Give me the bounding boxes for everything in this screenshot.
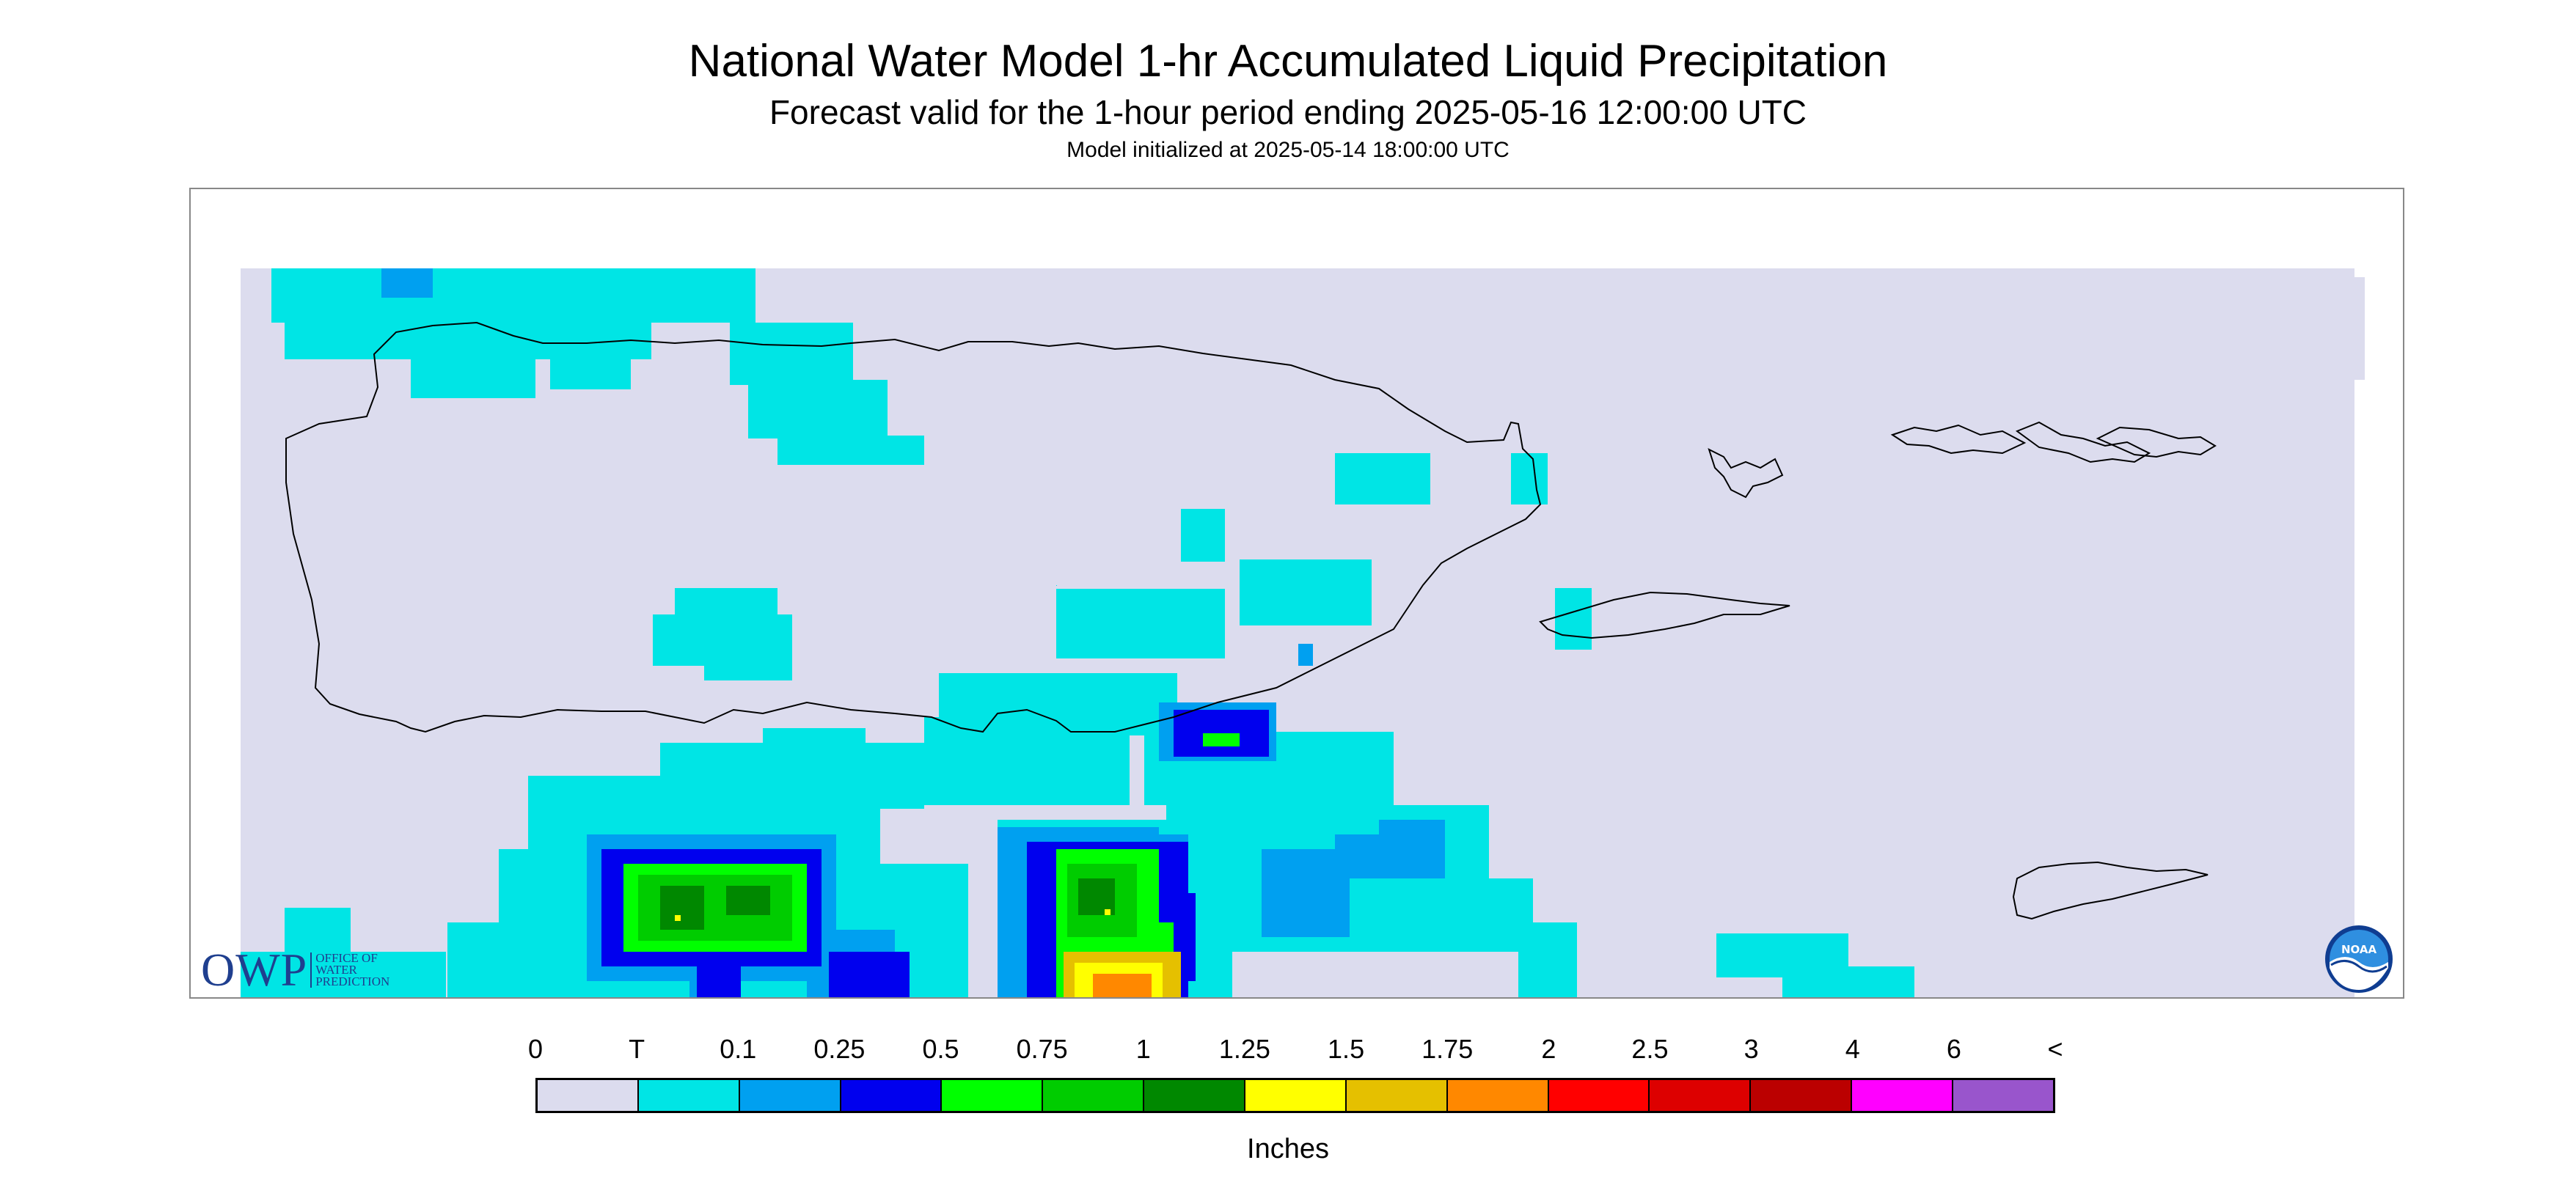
- legend-label: 0.25: [813, 1034, 866, 1064]
- model-init-text: Model initialized at 2025-05-14 18:00:00…: [1066, 138, 1510, 162]
- legend-label: 2: [1541, 1034, 1556, 1064]
- precip-extreme-areas: [675, 909, 1181, 997]
- st-thomas-outline: [1890, 424, 2027, 455]
- legend-label: 0.5: [922, 1034, 959, 1064]
- noaa-logo-icon: NOAA: [2325, 925, 2393, 993]
- legend-swatch: [1953, 1080, 2053, 1111]
- legend-label: T: [629, 1034, 645, 1064]
- legend-swatch: [638, 1080, 740, 1111]
- legend-swatch: [1852, 1080, 1954, 1111]
- vieques-outline: [1539, 591, 1790, 639]
- map-subtitle: Forecast valid for the 1-hour period end…: [769, 93, 1807, 131]
- legend-label: 1: [1135, 1034, 1151, 1064]
- legend-swatch: [1245, 1080, 1347, 1111]
- precip-intense-areas: [660, 878, 1115, 930]
- precipitation-legend: 0 T 0.1 0.25 0.5 0.75 1 1.25 1.5 1.75 2 2.5 3 4 6 <: [528, 1034, 2063, 1113]
- puerto-rico-outline: [285, 321, 1542, 733]
- owp-logo-mark: OWP: [201, 944, 308, 996]
- legend-label: 1.75: [1421, 1034, 1474, 1064]
- legend-label: 0.1: [720, 1034, 757, 1064]
- bvi-outline: [2096, 426, 2217, 458]
- legend-label: 1.5: [1328, 1034, 1365, 1064]
- culebra-outline: [1708, 448, 1784, 499]
- legend-swatch: [942, 1080, 1044, 1111]
- owp-logo-line: PREDICTION: [315, 974, 390, 988]
- coastlines: [285, 321, 2217, 920]
- legend-swatch: [1144, 1080, 1246, 1111]
- legend-swatch: [841, 1080, 943, 1111]
- legend-swatch: [739, 1080, 841, 1111]
- legend-label: 0: [527, 1034, 544, 1064]
- legend-swatch: [538, 1080, 639, 1111]
- legend-label: 3: [1743, 1034, 1759, 1064]
- legend-label: 6: [1946, 1034, 1961, 1064]
- legend-label: 1.25: [1218, 1034, 1270, 1064]
- legend-swatch: [1346, 1080, 1448, 1111]
- owp-logo-line: WATER: [315, 963, 357, 977]
- st-john-outline: [2015, 421, 2151, 463]
- legend-swatch: [1548, 1080, 1650, 1111]
- owp-logo-text: OFFICE OF WATER PREDICTION: [310, 952, 389, 988]
- precipitation-map: [241, 268, 2365, 997]
- owp-logo-line: OFFICE OF: [315, 951, 378, 965]
- legend-color-bar: [535, 1078, 2055, 1113]
- legend-swatch: [1043, 1080, 1145, 1111]
- st-croix-outline: [2012, 861, 2209, 920]
- legend-units: Inches: [1247, 1134, 1329, 1164]
- legend-labels: 0 T 0.1 0.25 0.5 0.75 1 1.25 1.5 1.75 2 2.5 3 4 6 <: [528, 1034, 2063, 1078]
- owp-logo: OWP OFFICE OF WATER PREDICTION: [201, 943, 389, 997]
- legend-swatch: [1447, 1080, 1549, 1111]
- legend-label: 0.75: [1016, 1034, 1068, 1064]
- legend-label: 4: [1845, 1034, 1860, 1064]
- legend-swatch: [1751, 1080, 1853, 1111]
- map-title: National Water Model 1-hr Accumulated Li…: [688, 36, 1888, 87]
- map-panel: OWP OFFICE OF WATER PREDICTION NOAA: [189, 188, 2404, 999]
- noaa-logo-text: NOAA: [2341, 943, 2377, 956]
- legend-swatch: [1650, 1080, 1752, 1111]
- legend-label: 2.5: [1631, 1034, 1669, 1064]
- legend-label: <: [2047, 1034, 2063, 1064]
